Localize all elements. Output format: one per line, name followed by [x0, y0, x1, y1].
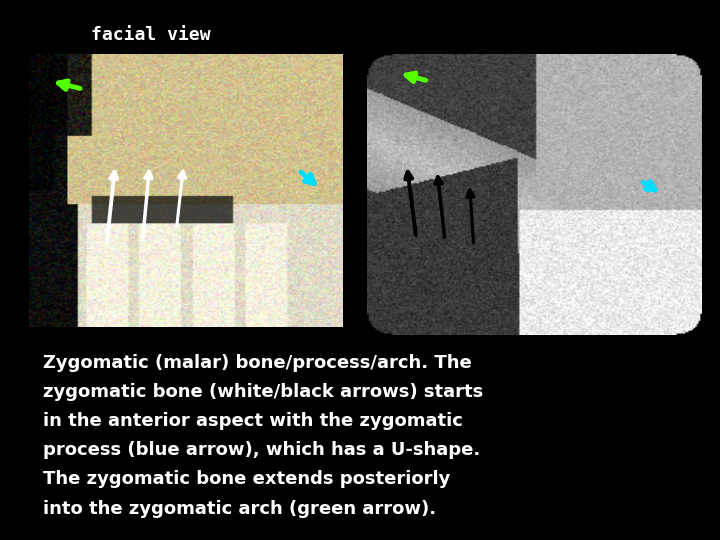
Text: into the zygomatic arch (green arrow).: into the zygomatic arch (green arrow).	[43, 500, 436, 517]
Text: The zygomatic bone extends posteriorly: The zygomatic bone extends posteriorly	[43, 470, 451, 488]
Text: process (blue arrow), which has a U-shape.: process (blue arrow), which has a U-shap…	[43, 441, 480, 459]
Text: facial view: facial view	[91, 26, 211, 44]
Text: Zygomatic (malar) bone/process/arch. The: Zygomatic (malar) bone/process/arch. The	[43, 354, 472, 372]
Text: zygomatic bone (white/black arrows) starts: zygomatic bone (white/black arrows) star…	[43, 383, 483, 401]
Text: in the anterior aspect with the zygomatic: in the anterior aspect with the zygomati…	[43, 412, 463, 430]
